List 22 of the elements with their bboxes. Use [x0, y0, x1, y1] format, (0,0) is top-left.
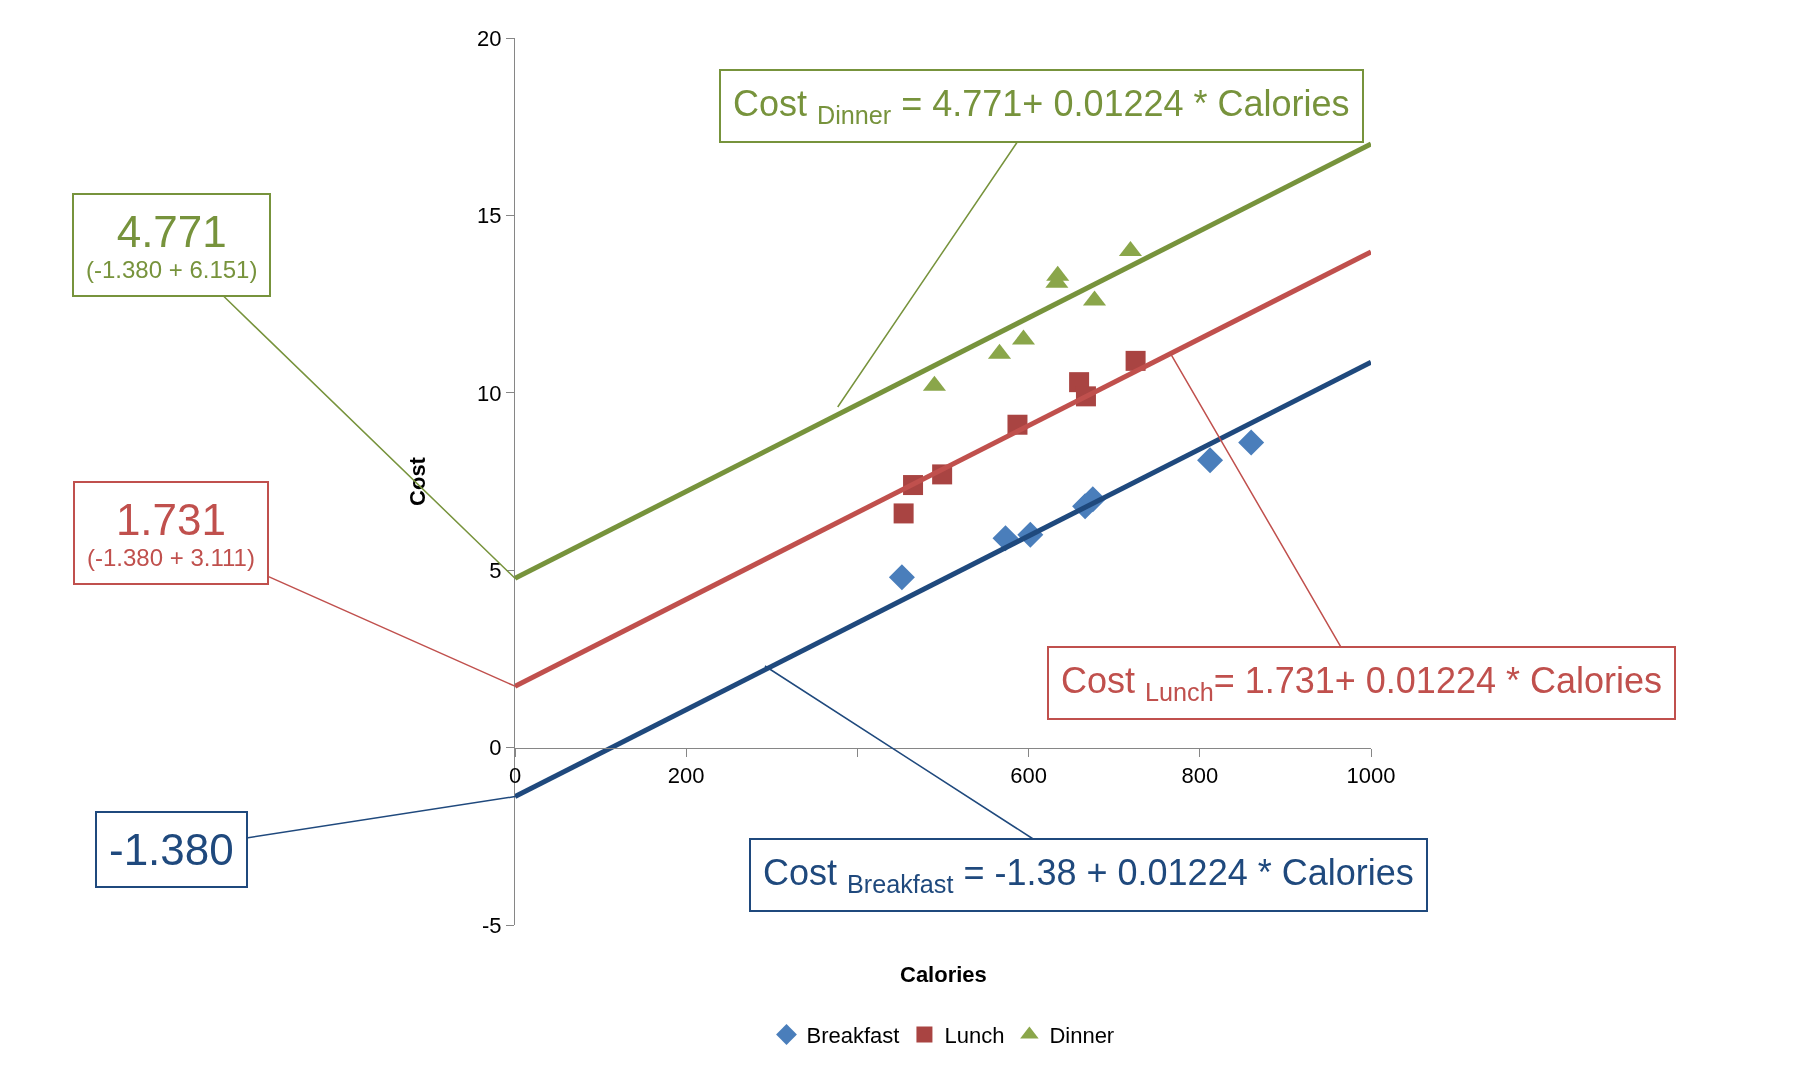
x-tick-label: 1000	[1346, 763, 1396, 788]
x-tick-label: 600	[1010, 763, 1047, 788]
x-tick-label: 200	[667, 763, 705, 788]
annotation: 1.731 (-1.380 + 3.111)	[87, 495, 255, 572]
annotation: Cost $_{Dinner}$ = 4.771+ 0.01224 * Calories	[733, 83, 1350, 129]
annotation: 4.771 (-1.380 + 6.151)	[86, 207, 258, 284]
y-tick-label: -5	[482, 912, 502, 938]
annotation: Cost $_{Breakfast}$ = -1.38 + 0.01224 * Calories	[763, 852, 1414, 898]
y-tick-label: 15	[477, 203, 502, 229]
x-axis-title: Calories	[900, 962, 987, 987]
legend-label: Breakfast	[806, 1023, 900, 1049]
legend-label: Lunch	[944, 1023, 1005, 1049]
y-axis-title: Cost	[404, 456, 430, 506]
y-tick-label: 10	[477, 380, 502, 406]
y-tick-label: 0	[489, 735, 502, 761]
annotation: -1.380	[109, 825, 234, 874]
x-tick-label: 0	[508, 763, 522, 788]
x-tick-label: 800	[1181, 763, 1219, 788]
y-tick-label: 20	[477, 25, 502, 51]
y-tick-label: 5	[489, 557, 502, 583]
annotation: Cost $_{Lunch}$= 1.731+ 0.01224 * Calories	[1061, 660, 1663, 706]
legend-label: Dinner	[1049, 1023, 1115, 1049]
